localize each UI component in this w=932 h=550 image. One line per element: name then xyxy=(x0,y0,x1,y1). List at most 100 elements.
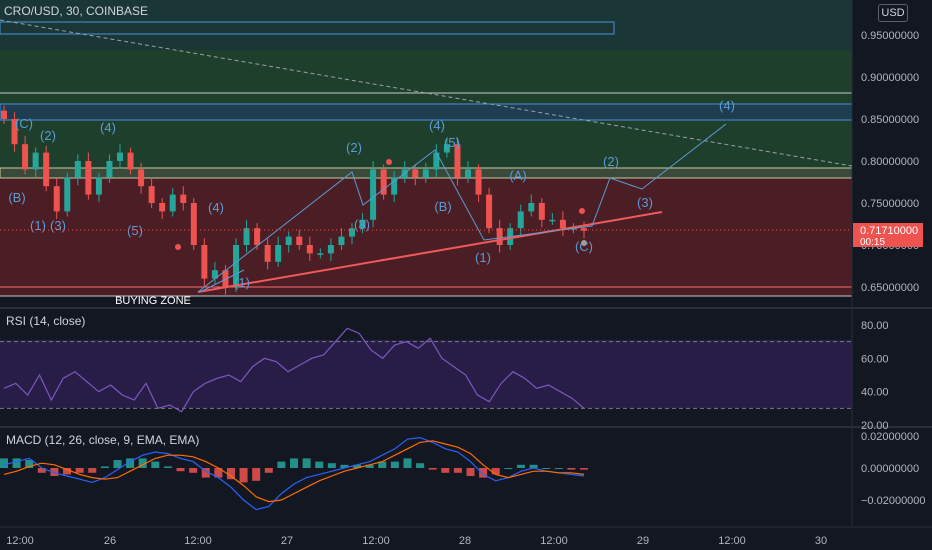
macd-histogram-bar xyxy=(491,468,500,475)
macd-histogram-bar xyxy=(75,468,84,473)
candle xyxy=(422,169,429,178)
time-tick: 12:00 xyxy=(540,535,568,547)
rsi-tick: 40.00 xyxy=(861,387,889,399)
macd-histogram-bar xyxy=(88,468,97,473)
candle xyxy=(317,253,324,255)
macd-histogram-bar xyxy=(416,463,425,468)
price-tick: 0.90000000 xyxy=(861,72,919,84)
candle xyxy=(517,211,524,229)
rsi-tick: 80.00 xyxy=(861,320,889,332)
macd-histogram-bar xyxy=(163,466,172,468)
current-price-tag xyxy=(853,223,923,247)
elliott-wave-projection xyxy=(197,123,727,293)
candle xyxy=(465,169,471,178)
candle xyxy=(570,228,577,230)
candle xyxy=(549,219,556,222)
macd-histogram-bar xyxy=(25,460,34,468)
price-tick: 0.65000000 xyxy=(861,282,919,294)
macd-histogram-bar xyxy=(50,468,59,476)
symbol-title: CRO/USD, 30, COINBASE xyxy=(4,4,149,18)
candle xyxy=(486,194,493,229)
wave-label: (B) xyxy=(8,190,25,205)
rsi-label: RSI (14, close) xyxy=(6,314,86,328)
candle xyxy=(127,152,134,170)
time-tick: 27 xyxy=(281,535,293,547)
macd-histogram-bar xyxy=(37,468,46,473)
candle xyxy=(211,270,218,279)
macd-histogram-bar xyxy=(580,468,588,470)
time-tick: 26 xyxy=(104,535,116,547)
wave-label: (3) xyxy=(354,217,370,232)
price-tick: 0.75000000 xyxy=(861,198,919,210)
price-tick: 0.80000000 xyxy=(861,156,919,168)
time-tick: 29 xyxy=(637,535,649,547)
wave-label: (1) xyxy=(234,275,250,290)
rsi-pane xyxy=(0,327,852,413)
candle xyxy=(306,245,313,254)
candle-countdown: 00:15 xyxy=(860,237,885,248)
candle xyxy=(148,186,155,203)
macd-histogram-bar xyxy=(479,468,488,478)
time-tick: 28 xyxy=(459,535,471,547)
macd-label: MACD (12, 26, close, 9, EMA, EMA) xyxy=(6,433,200,447)
candle xyxy=(85,161,92,195)
macd-histogram-bar xyxy=(226,468,235,480)
signal-line xyxy=(3,440,585,503)
time-tick: 12:00 xyxy=(718,535,746,547)
wave-label: (2) xyxy=(603,154,619,169)
macd-histogram-bar xyxy=(264,468,273,473)
candle xyxy=(106,161,113,178)
overlays: (C) (B) (2) (1) (3) (4) (5) (4) (1) (2) (3) (4) (5) (… xyxy=(0,19,853,307)
candle xyxy=(222,270,229,287)
candle xyxy=(64,177,71,212)
macd-histogram-bar xyxy=(252,468,261,481)
macd-histogram-bar xyxy=(201,468,210,478)
red-zone xyxy=(0,178,852,296)
candle xyxy=(359,219,366,229)
support-trendline xyxy=(197,211,663,293)
macd-pane xyxy=(0,436,588,511)
candle xyxy=(285,236,292,245)
event-marker xyxy=(581,240,587,246)
candle xyxy=(475,169,482,195)
candle xyxy=(159,203,166,212)
candle xyxy=(443,144,450,153)
price-zones xyxy=(0,0,932,528)
candle xyxy=(22,144,29,170)
rsi-band xyxy=(0,340,852,408)
wave-label: (C) xyxy=(15,116,33,131)
macd-histogram-bar xyxy=(529,464,538,468)
macd-tick: 0.00000000 xyxy=(861,463,919,475)
wave-label: (5) xyxy=(127,223,143,238)
macd-histogram-bar xyxy=(176,468,185,472)
macd-histogram-bar xyxy=(390,461,399,468)
macd-histogram-bar xyxy=(567,468,576,470)
candle xyxy=(559,219,566,229)
candle xyxy=(581,228,587,231)
macd-histogram-bar xyxy=(0,458,8,468)
time-tick: 12:00 xyxy=(184,535,212,547)
macd-histogram-bar xyxy=(378,461,387,468)
wave-label: (2) xyxy=(346,140,362,155)
candle xyxy=(117,152,123,161)
candle xyxy=(53,186,60,212)
candle xyxy=(349,228,355,237)
wave-label: (3) xyxy=(637,195,653,210)
macd-histogram-bar xyxy=(554,468,563,469)
axes: 0.95000000 0.90000000 0.85000000 0.80000000… xyxy=(6,30,925,547)
candle xyxy=(454,144,461,178)
candle xyxy=(43,152,50,187)
macd-histogram-bar xyxy=(290,458,298,468)
candle xyxy=(275,245,282,262)
macd-histogram-bar xyxy=(138,458,147,468)
wave-label: (4) xyxy=(429,118,445,133)
macd-tick: −0.02000000 xyxy=(861,495,926,507)
wave-label: (4) xyxy=(719,98,735,113)
macd-histogram-bar xyxy=(353,464,362,468)
macd-histogram-bar xyxy=(151,461,160,468)
currency-button[interactable]: USD xyxy=(878,4,908,22)
rsi-tick: 60.00 xyxy=(861,353,889,365)
candles xyxy=(1,105,587,295)
time-tick: 30 xyxy=(815,535,827,547)
